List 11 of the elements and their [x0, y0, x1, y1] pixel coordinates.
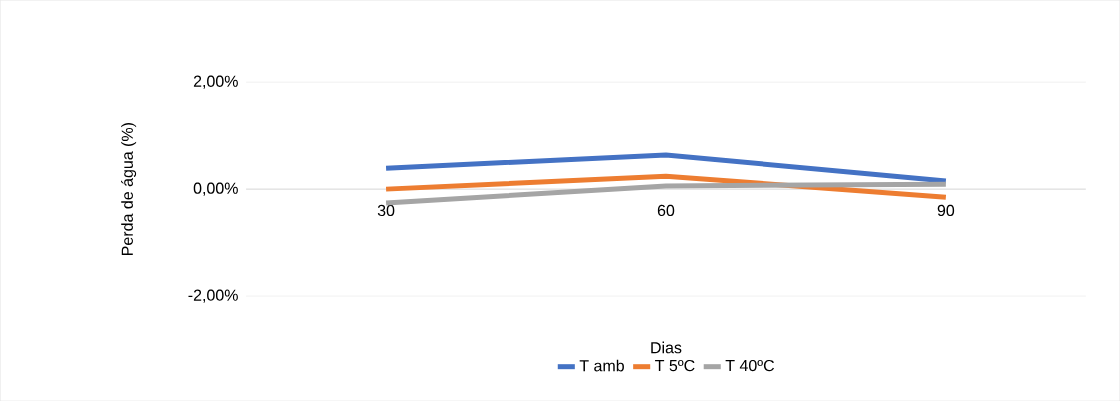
y-axis-title: Perda de água (%): [121, 122, 137, 255]
legend-label: T amb: [579, 359, 624, 372]
y-tick-label: -2,00%: [188, 289, 238, 303]
legend-label: T 5ºC: [655, 359, 695, 372]
x-axis-title: Dias: [651, 341, 682, 354]
x-tick-label: 90: [937, 204, 955, 216]
x-tick-label: 30: [377, 204, 395, 216]
y-tick-label: 0,00%: [193, 182, 238, 196]
legend-label: T 40ºC: [725, 359, 775, 372]
x-tick-label: 60: [657, 204, 675, 216]
y-tick-label: 2,00%: [193, 75, 238, 89]
